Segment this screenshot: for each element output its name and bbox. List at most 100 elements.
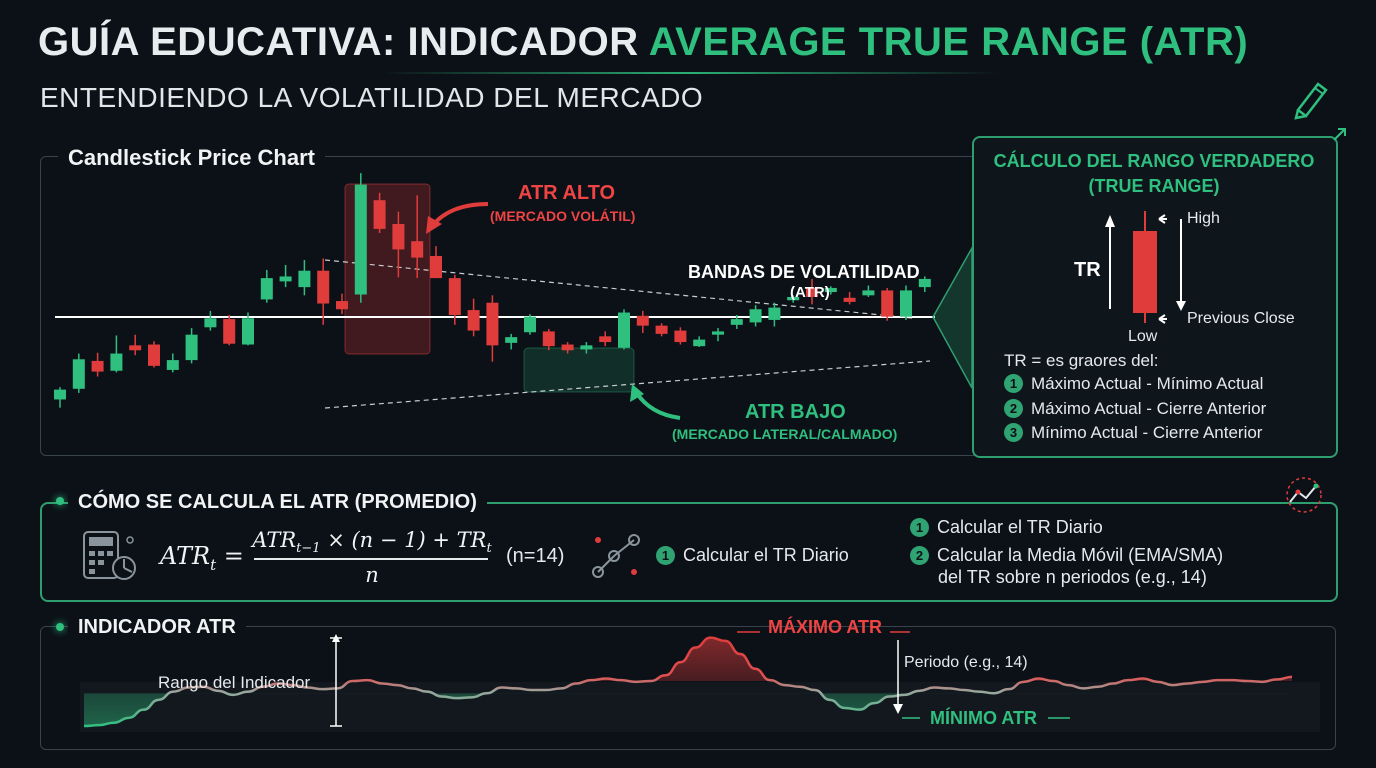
max-atr-label: MÁXIMO ATR (768, 617, 882, 637)
calculation-panel (40, 502, 1338, 602)
candle-body (542, 331, 555, 347)
tr-intro: TR = es graores del: (1004, 351, 1159, 370)
calc-title: CÓMO SE CALCULA EL ATR (PROMEDIO) (68, 491, 487, 514)
tr-label: TR (1074, 259, 1101, 281)
formula-num-text: ATR (252, 528, 297, 552)
candle (72, 353, 85, 393)
candle-body (655, 325, 668, 334)
candle-body (411, 241, 424, 258)
expand-arrow-icon (1333, 128, 1346, 141)
step-number-badge: 3 (1004, 423, 1023, 442)
candle (298, 260, 311, 296)
candle-body (336, 301, 348, 310)
formula-num-sub2: t (486, 541, 492, 557)
candle-body (580, 345, 593, 350)
candle (768, 302, 781, 327)
candle (430, 246, 442, 279)
candle (110, 335, 123, 373)
atr-low-sublabel: (MERCADO LATERAL/CALMADO) (672, 426, 898, 442)
candle (54, 387, 66, 408)
atr-high-fill (84, 637, 1292, 681)
step-number-badge: 2 (1004, 399, 1023, 418)
candle (900, 285, 912, 320)
candle (712, 328, 724, 342)
min-atr-label: MÍNIMO ATR (930, 708, 1037, 728)
candle-body (824, 287, 837, 293)
candle-body (900, 290, 912, 317)
candle-body (730, 319, 743, 325)
calc-step-right-2-cont: del TR sobre n periodos (e.g., 14) (938, 567, 1207, 587)
tr-item-1: 1 Máximo Actual - Mínimo Actual (1004, 374, 1263, 394)
formula-lhs: ATRt = (160, 542, 244, 574)
atr-indicator-panel (40, 626, 1336, 750)
candle-body (806, 287, 818, 297)
candle (204, 310, 217, 331)
tr-item-3: 3 Mínimo Actual - Cierre Anterior (1004, 423, 1262, 443)
low-volatility-zone (523, 347, 635, 393)
prev-close-pointer (1158, 314, 1167, 324)
candle (223, 315, 236, 346)
candle-body (223, 319, 236, 344)
candle (655, 323, 668, 337)
atr-high-arrow (430, 202, 489, 228)
candle (636, 310, 649, 334)
candlestick-chart (54, 173, 973, 420)
candle (862, 285, 875, 297)
true-range-title-1: CÁLCULO DEL RANGO VERDADERO (993, 151, 1315, 171)
atr-series-line (83, 636, 1293, 728)
atr-title-dot (56, 623, 64, 631)
candle-body (448, 278, 461, 315)
title-accent: AVERAGE TRUE RANGE (ATR) (648, 20, 1249, 64)
candle-body (712, 331, 724, 335)
bands-sublabel: (ATR) (790, 284, 830, 301)
candle-body (843, 297, 856, 302)
candle (524, 314, 536, 335)
atr-indicator-title: INDICADOR ATR (68, 616, 246, 639)
candle-body (354, 184, 367, 295)
candle-body (279, 276, 292, 282)
step-number-badge: 1 (1004, 374, 1023, 393)
candle-body (862, 290, 875, 296)
candle (486, 295, 499, 362)
range-arrow-up (332, 634, 340, 642)
candle (824, 286, 837, 295)
atr-low-arrowhead (630, 384, 644, 402)
candle-body (110, 353, 123, 371)
candle (580, 342, 593, 354)
candle (448, 274, 461, 325)
candle-body (618, 312, 630, 348)
formula-param: (n=14) (506, 545, 565, 567)
candle-body (768, 307, 781, 320)
candle-body (636, 315, 649, 326)
atr-high-sublabel: (MERCADO VOLÁTIL) (490, 208, 636, 224)
tr-item-2: 2 Máximo Actual - Cierre Anterior (1004, 399, 1266, 419)
calc-title-dot (56, 497, 64, 505)
candle (411, 195, 424, 279)
title-underline (380, 72, 1000, 74)
candle-body (392, 223, 405, 250)
candle (91, 352, 104, 377)
candlestick-title: Candlestick Price Chart (58, 145, 325, 171)
candle (918, 276, 931, 293)
candle-body (242, 318, 254, 345)
candle-body (373, 200, 386, 229)
candle (260, 269, 273, 303)
candle (242, 312, 254, 346)
candle-body (91, 360, 104, 372)
tr-candle-body (1133, 231, 1157, 313)
step-number-badge: 1 (656, 546, 675, 565)
candle (129, 334, 142, 356)
candle-body (54, 389, 66, 400)
candle (599, 331, 612, 347)
candle (354, 173, 367, 303)
formula-lhs-sub: t (210, 555, 217, 574)
calc-step-right-1: 1 Calcular el TR Diario (910, 517, 1103, 538)
calc-step-mid-text: Calcular el TR Diario (683, 545, 849, 565)
range-label: Rango del Indicador (158, 673, 311, 692)
tr-arrow-up (1105, 215, 1115, 227)
candle (166, 353, 179, 373)
candle-body (260, 278, 273, 300)
candle-body (185, 334, 198, 361)
tr-item-text: Máximo Actual - Mínimo Actual (1031, 374, 1264, 393)
candle-body (881, 290, 894, 317)
